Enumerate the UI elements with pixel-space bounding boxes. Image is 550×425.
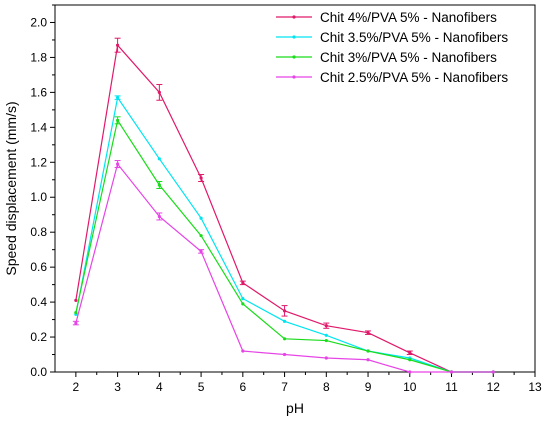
data-point xyxy=(324,333,328,337)
data-point xyxy=(74,298,78,302)
y-tick-label-1.2: 1.2 xyxy=(30,155,47,169)
y-tick-label-0.6: 0.6 xyxy=(30,260,47,274)
data-point xyxy=(199,216,203,220)
series-line xyxy=(75,96,494,373)
x-tick-label-8: 8 xyxy=(323,380,330,394)
data-point xyxy=(324,338,328,343)
y-tick-label-0.8: 0.8 xyxy=(30,225,47,239)
legend: Chit 4%/PVA 5% - Nanofibers Chit 3.5%/PVA… xyxy=(276,10,508,85)
x-tick-label-10: 10 xyxy=(403,380,417,394)
legend-label: Chit 3.5%/PVA 5% - Nanofibers xyxy=(320,30,508,45)
series-3 xyxy=(74,116,495,374)
y-tick-label-1.6: 1.6 xyxy=(30,85,47,99)
legend-item-1: Chit 4%/PVA 5% - Nanofibers xyxy=(276,10,497,25)
y-axis-title: Speed displacement (mm/s) xyxy=(3,101,19,275)
legend-marker xyxy=(292,15,296,19)
y-tick-label-1.8: 1.8 xyxy=(30,50,47,64)
data-point xyxy=(282,319,287,323)
x-tick-label-11: 11 xyxy=(445,380,458,394)
legend-item-3: Chit 3%/PVA 5% - Nanofibers xyxy=(276,50,497,65)
y-tick-label-0.0: 0.0 xyxy=(30,365,47,379)
x-tick-label-12: 12 xyxy=(487,380,501,394)
data-point xyxy=(408,370,412,374)
series-layer xyxy=(72,37,495,374)
data-point xyxy=(241,349,245,353)
data-point xyxy=(408,358,412,362)
x-tick-label-9: 9 xyxy=(365,380,372,394)
y-tick-label-0.2: 0.2 xyxy=(30,330,47,344)
plot-frame xyxy=(54,4,536,373)
legend-marker xyxy=(292,75,296,79)
data-point xyxy=(366,358,370,362)
legend-label: Chit 4%/PVA 5% - Nanofibers xyxy=(320,10,497,25)
x-tick-label-3: 3 xyxy=(114,380,121,394)
data-point xyxy=(324,356,328,360)
data-point xyxy=(241,302,245,306)
axes: 2 3 4 5 6 7 8 9 10 11 12 13 0.0 0.2 0.4 0.6 0.8 1.0 1.2 1.4… xyxy=(30,4,542,394)
series-1 xyxy=(74,37,495,374)
x-tick-label-7: 7 xyxy=(281,380,288,394)
legend-marker xyxy=(292,55,296,59)
series-line xyxy=(75,43,494,373)
legend-label: Chit 2.5%/PVA 5% - Nanofibers xyxy=(320,70,508,85)
series-line xyxy=(75,162,494,373)
data-point xyxy=(449,370,454,374)
data-point xyxy=(199,234,203,238)
y-tick-label-1.0: 1.0 xyxy=(30,190,47,204)
x-tick-label-4: 4 xyxy=(156,380,163,394)
series-2 xyxy=(74,95,495,374)
x-tick-label-2: 2 xyxy=(73,380,80,394)
data-point xyxy=(74,310,78,315)
x-axis-title: pH xyxy=(286,400,304,416)
x-tick-label-5: 5 xyxy=(198,380,205,394)
y-tick-label-1.4: 1.4 xyxy=(30,120,47,134)
data-point xyxy=(282,337,287,341)
series-4 xyxy=(72,160,495,374)
y-tick-label-2.0: 2.0 xyxy=(30,15,47,29)
series-line xyxy=(75,118,494,373)
data-point xyxy=(241,297,245,301)
data-point xyxy=(282,352,287,357)
legend-item-4: Chit 2.5%/PVA 5% - Nanofibers xyxy=(276,70,508,85)
x-tick-label-6: 6 xyxy=(239,380,246,394)
legend-label: Chit 3%/PVA 5% - Nanofibers xyxy=(320,50,497,65)
data-point xyxy=(491,370,495,374)
x-tick-label-13: 13 xyxy=(528,380,542,394)
data-point xyxy=(157,157,161,161)
legend-item-2: Chit 3.5%/PVA 5% - Nanofibers xyxy=(276,30,508,45)
legend-marker xyxy=(292,35,296,39)
y-tick-label-0.4: 0.4 xyxy=(30,295,47,309)
data-point xyxy=(366,349,370,353)
